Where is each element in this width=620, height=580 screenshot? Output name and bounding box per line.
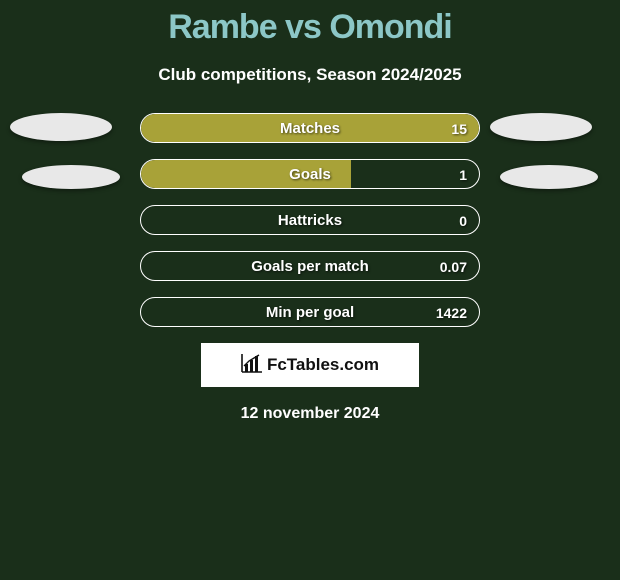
bar-row: Min per goal 1422 [140, 297, 480, 327]
bar-value: 0 [459, 206, 467, 235]
player-right-ellipse-1 [490, 113, 592, 141]
bar-label: Matches [141, 114, 479, 143]
bar-value: 0.07 [440, 252, 467, 281]
page-subtitle: Club competitions, Season 2024/2025 [0, 65, 620, 85]
update-date: 12 november 2024 [0, 405, 620, 423]
bar-value: 1422 [436, 298, 467, 327]
fctables-logo[interactable]: FcTables.com [201, 343, 419, 387]
bar-value: 1 [459, 160, 467, 189]
bar-label: Min per goal [141, 298, 479, 327]
bar-chart-icon [241, 353, 263, 378]
bar-label: Goals per match [141, 252, 479, 281]
bar-row: Goals per match 0.07 [140, 251, 480, 281]
player-left-ellipse-2 [22, 165, 120, 189]
bar-row: Goals 1 [140, 159, 480, 189]
page-title: Rambe vs Omondi [0, 0, 620, 47]
logo-text: FcTables.com [267, 355, 379, 375]
bar-value: 15 [451, 114, 467, 143]
bar-label: Hattricks [141, 206, 479, 235]
comparison-chart: Matches 15 Goals 1 Hattricks 0 Goals per… [0, 113, 620, 327]
player-left-ellipse-1 [10, 113, 112, 141]
bar-label: Goals [141, 160, 479, 189]
player-right-ellipse-2 [500, 165, 598, 189]
bar-row: Matches 15 [140, 113, 480, 143]
bar-row: Hattricks 0 [140, 205, 480, 235]
